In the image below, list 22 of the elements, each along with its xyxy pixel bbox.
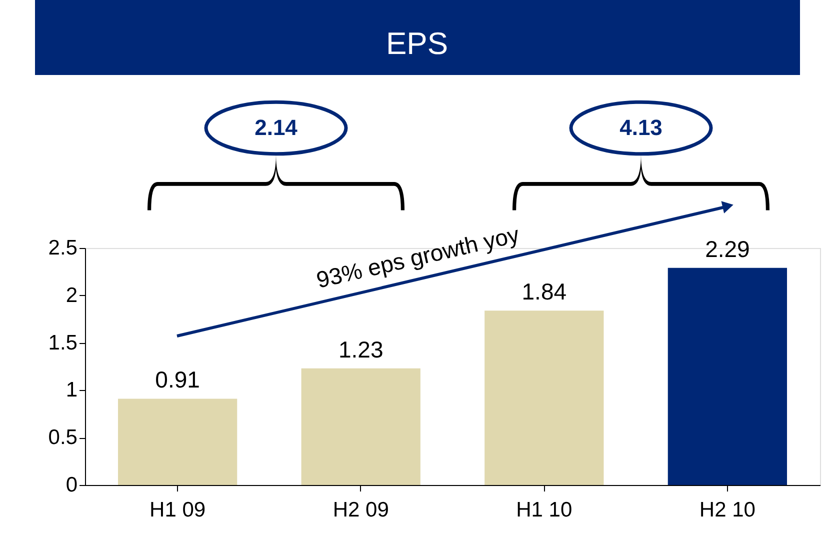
x-tick-label: H1 09: [150, 498, 206, 522]
data-label: 0.91: [155, 366, 200, 393]
x-tick-label: H1 10: [516, 498, 572, 522]
x-tick-label: H2 10: [699, 498, 756, 522]
chart-title: EPS: [386, 26, 448, 61]
annotation: 93% eps growth yoy: [314, 220, 522, 293]
data-label: 1.84: [522, 278, 567, 305]
x-tick-label: H2 09: [332, 498, 389, 522]
bar: [668, 268, 788, 485]
bar: [301, 368, 420, 485]
y-tick-label: 2: [66, 284, 78, 307]
y-tick-label: 0: [66, 474, 78, 496]
data-label: 1.23: [338, 336, 384, 362]
text: 4.13: [620, 115, 662, 140]
text: 2.14: [254, 115, 298, 140]
bar: [118, 398, 238, 485]
y-tick-label: 1.5: [48, 331, 78, 354]
y-tick-label: 0.5: [48, 426, 78, 450]
y-tick-label: 1: [66, 378, 78, 402]
data-label: 2.29: [705, 236, 750, 262]
bar: [484, 310, 604, 485]
y-tick-label: 2.5: [48, 236, 78, 260]
